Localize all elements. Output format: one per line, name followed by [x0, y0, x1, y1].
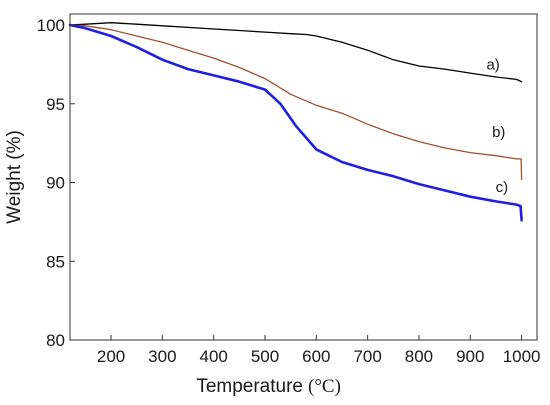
x-axis-title: Temperature: [196, 376, 303, 397]
x-tick-label: 500: [251, 347, 279, 366]
x-tick-label: 300: [148, 347, 176, 366]
series-label-1: a): [486, 56, 499, 73]
y-axis-ticks: 80 85 90 95 100: [37, 16, 75, 350]
series-line-1: [69, 22, 523, 83]
x-tick-label: 1000: [503, 347, 541, 366]
x-tick-label: 900: [456, 347, 484, 366]
y-tick-label: 95: [46, 95, 65, 114]
x-axis-ticks: 200 300 400 500 600 700 800 900 1000: [97, 335, 541, 366]
x-tick-label: 800: [405, 347, 433, 366]
y-axis-title: Weight (%): [4, 130, 25, 224]
plot-frame: [69, 13, 538, 341]
y-tick-label: 85: [46, 252, 65, 271]
series-labels: a) b) c): [486, 56, 508, 196]
series-line-3: [68, 23, 523, 222]
series-label-3: c): [496, 179, 509, 196]
y-tick-label: 80: [46, 331, 65, 350]
series-label-2: b): [492, 124, 505, 141]
x-tick-label: 600: [302, 347, 330, 366]
series-line-2: [69, 24, 523, 181]
y-tick-label: 100: [37, 16, 65, 35]
x-tick-label: 400: [200, 347, 228, 366]
y-tick-label: 90: [46, 174, 65, 193]
series-layer: [68, 22, 523, 222]
x-tick-label: 200: [97, 347, 125, 366]
x-tick-label: 700: [353, 347, 381, 366]
x-axis-unit: (°C): [308, 376, 341, 397]
